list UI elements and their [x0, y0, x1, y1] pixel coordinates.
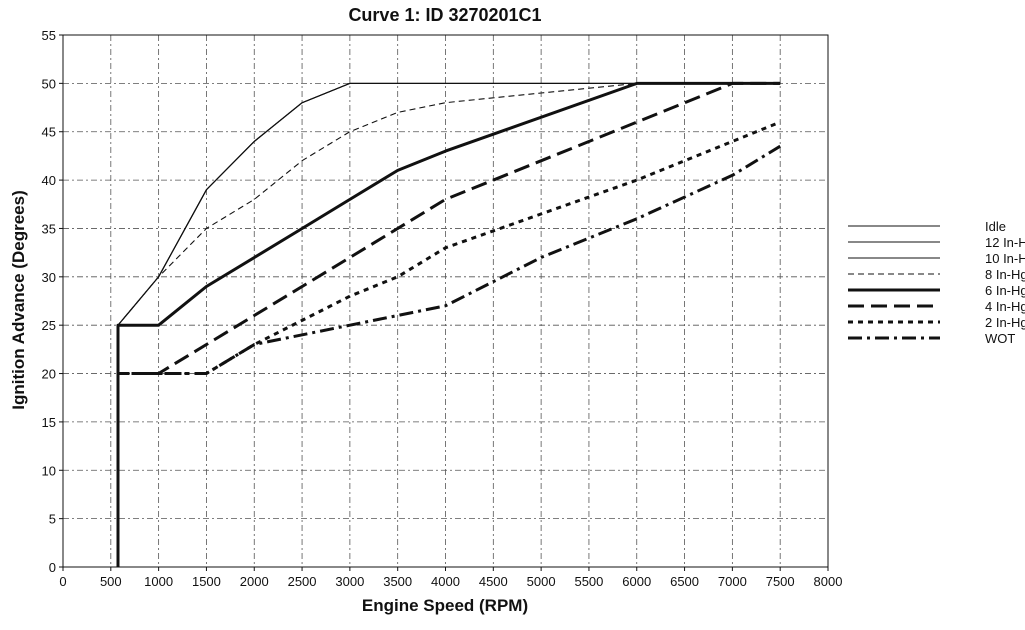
- x-tick-label: 7000: [718, 574, 747, 589]
- grid: [63, 35, 828, 567]
- y-tick-label: 40: [42, 173, 56, 188]
- x-tick-label: 4000: [431, 574, 460, 589]
- legend-label: 8 In-Hg: [985, 267, 1025, 282]
- x-tick-label: 3500: [383, 574, 412, 589]
- legend-label: 10 In-Hg: [985, 251, 1025, 266]
- y-tick-label: 50: [42, 76, 56, 91]
- y-tick-label: 25: [42, 318, 56, 333]
- x-tick-label: 1500: [192, 574, 221, 589]
- y-tick-label: 20: [42, 367, 56, 382]
- y-tick-label: 10: [42, 463, 56, 478]
- x-tick-label: 6500: [670, 574, 699, 589]
- x-tick-label: 500: [100, 574, 122, 589]
- series-line-2-in-hg: [116, 120, 781, 567]
- y-tick-label: 35: [42, 221, 56, 236]
- x-tick-label: 4500: [479, 574, 508, 589]
- series-line-wot: [116, 144, 781, 567]
- legend-label: 12 In-Hg: [985, 235, 1025, 250]
- legend-label: 4 In-Hg: [985, 299, 1025, 314]
- y-tick-label: 30: [42, 270, 56, 285]
- x-tick-label: 2500: [288, 574, 317, 589]
- y-tick-label: 0: [49, 560, 56, 575]
- x-tick-labels: 0 500 1000 1500 2000 2500 3000 3500 4000 4500 5000…: [59, 567, 842, 589]
- x-tick-label: 0: [59, 574, 66, 589]
- chart-title: Curve 1: ID 3270201C1: [348, 5, 541, 25]
- y-tick-label: 5: [49, 512, 56, 527]
- y-tick-label: 15: [42, 415, 56, 430]
- y-tick-label: 45: [42, 125, 56, 140]
- legend-label: 6 In-Hg: [985, 283, 1025, 298]
- series-line-6-in-hg: [116, 81, 781, 567]
- series-line-4-in-hg: [116, 81, 781, 567]
- series-group: [116, 81, 781, 567]
- y-tick-label: 55: [42, 28, 56, 43]
- x-tick-label: 2000: [240, 574, 269, 589]
- x-tick-label: 1000: [144, 574, 173, 589]
- y-tick-labels: 0 5 10 15 20 25 30 35 40 45 50 55: [42, 28, 63, 575]
- series-line-8-in-hg: [117, 82, 781, 567]
- x-axis-title: Engine Speed (RPM): [362, 596, 528, 615]
- y-axis-title: Ignition Advance (Degrees): [9, 190, 28, 409]
- legend-label: Idle: [985, 219, 1006, 234]
- x-tick-label: 3000: [335, 574, 364, 589]
- x-tick-label: 5000: [527, 574, 556, 589]
- legend-label: 2 In-Hg: [985, 315, 1025, 330]
- x-tick-label: 6000: [622, 574, 651, 589]
- x-tick-label: 8000: [814, 574, 843, 589]
- x-tick-label: 7500: [766, 574, 795, 589]
- legend-label: WOT: [985, 331, 1015, 346]
- x-tick-label: 5500: [574, 574, 603, 589]
